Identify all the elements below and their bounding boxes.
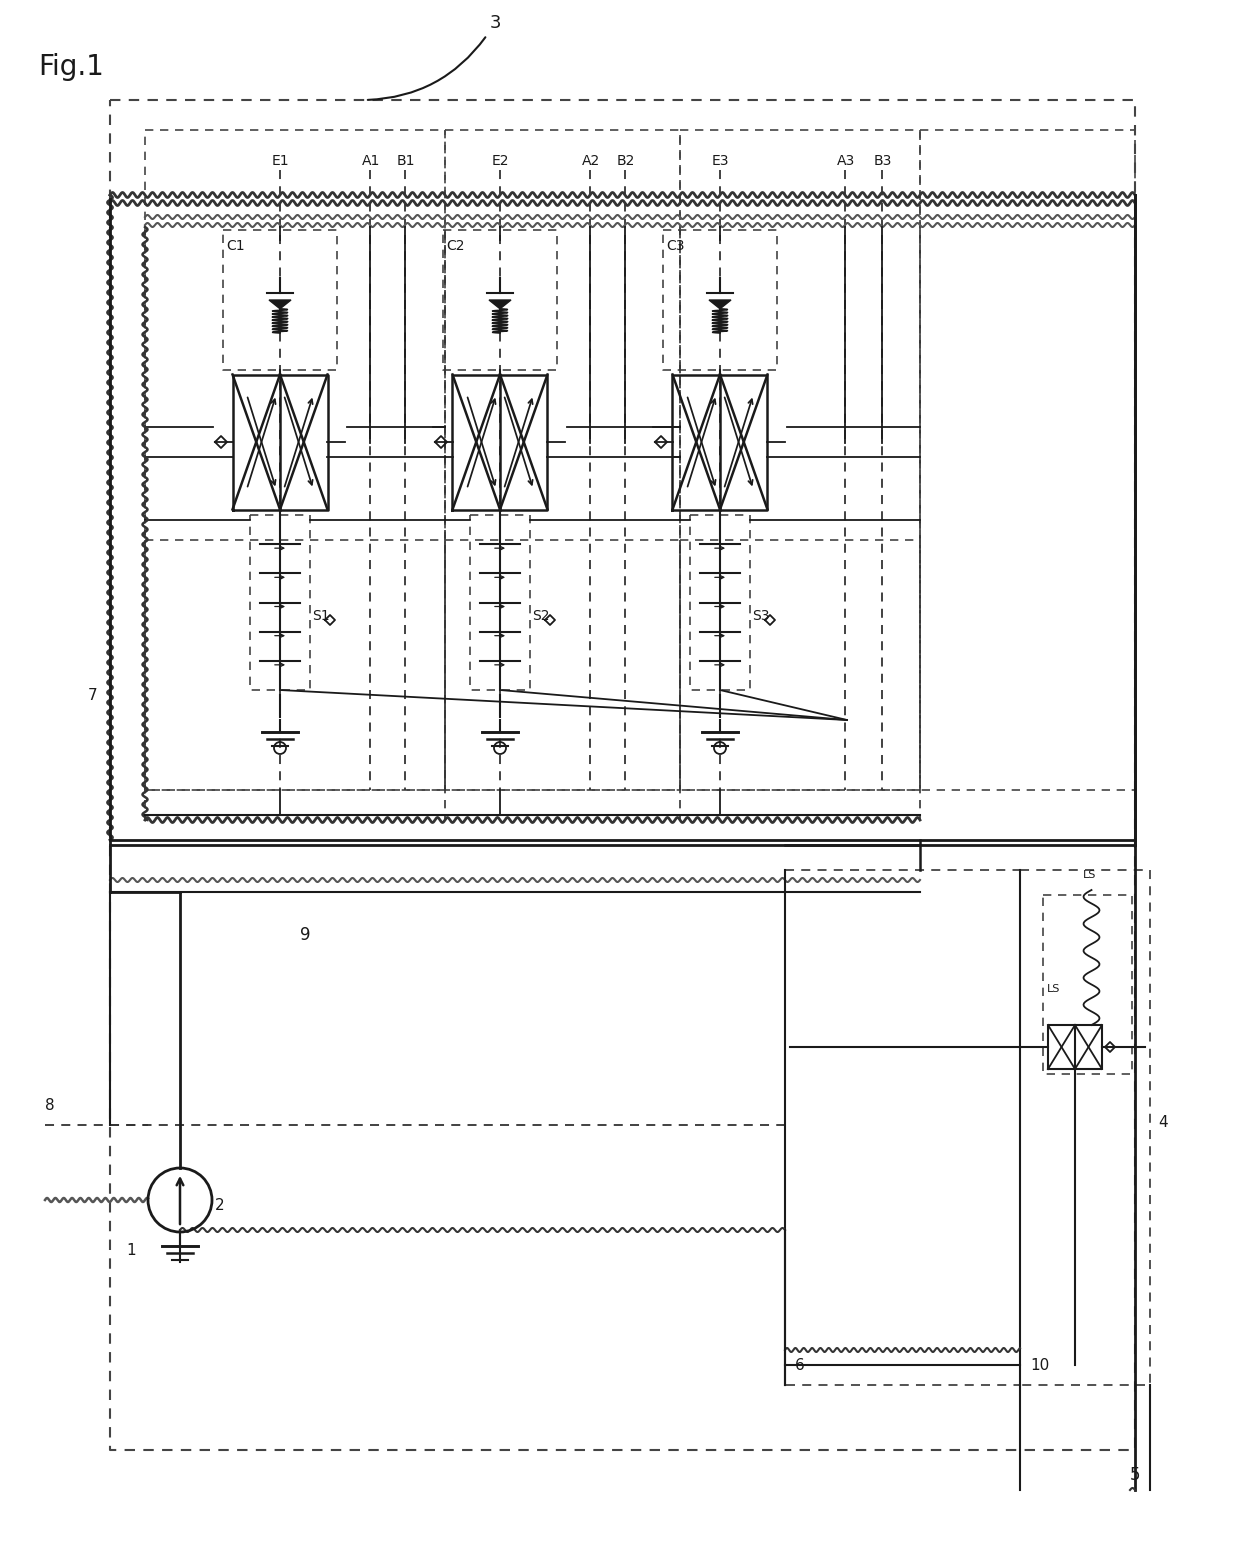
Polygon shape [709,299,732,309]
Text: 7: 7 [88,688,98,704]
Text: S2: S2 [532,610,549,624]
Text: E2: E2 [492,154,510,168]
Text: 6: 6 [795,1359,805,1373]
Text: 9: 9 [300,926,310,943]
Text: C3: C3 [666,240,684,252]
Text: B3: B3 [874,154,893,168]
Text: Fig.1: Fig.1 [38,53,104,81]
Text: B2: B2 [618,154,635,168]
Text: E3: E3 [712,154,729,168]
Text: 8: 8 [45,1098,55,1113]
Text: 5: 5 [1130,1467,1141,1484]
Text: 1: 1 [126,1243,135,1258]
Text: C2: C2 [446,240,465,252]
Text: LS: LS [1047,984,1060,993]
Text: 10: 10 [1030,1359,1049,1373]
Text: S3: S3 [751,610,770,624]
Text: C1: C1 [226,240,244,252]
Text: 3: 3 [490,14,501,31]
Text: 2: 2 [215,1199,224,1213]
Polygon shape [489,299,511,309]
Text: LS: LS [1083,870,1096,881]
Text: S1: S1 [312,610,330,624]
Text: B1: B1 [397,154,415,168]
Text: A3: A3 [837,154,856,168]
Text: 4: 4 [1158,1116,1168,1130]
Text: E1: E1 [272,154,290,168]
Text: A2: A2 [582,154,600,168]
Polygon shape [269,299,291,309]
Text: A1: A1 [362,154,381,168]
